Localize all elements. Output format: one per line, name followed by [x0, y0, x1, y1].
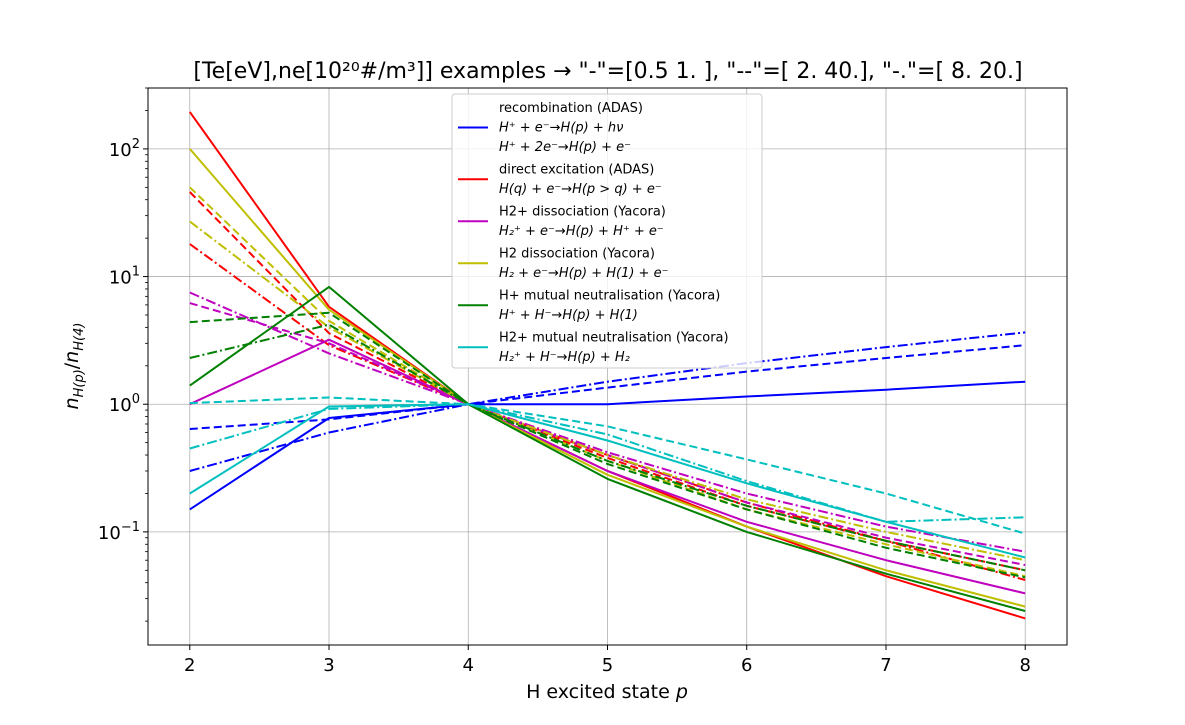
legend-label: H+ mutual neutralisation (Yacora) — [499, 289, 720, 304]
chart-title: [Te[eV],ne[10²⁰#/m³]] examples → "-"=[0.… — [193, 59, 1022, 84]
legend-box — [451, 93, 763, 369]
y-axis: 10−1 100 101 102 — [98, 87, 148, 622]
series-line-13 — [189, 285, 1026, 612]
series-line-16 — [189, 403, 1026, 559]
x-tick-label: 2 — [184, 655, 195, 676]
series-line-7 — [189, 338, 1026, 595]
series-line-15 — [189, 323, 1026, 572]
series-line-9 — [189, 291, 1026, 553]
y-tick-label: 102 — [109, 137, 140, 161]
x-axis: 2 3 4 5 6 7 8 — [184, 645, 1031, 676]
legend-label: H₂⁺ + H⁻→H(p) + H₂ — [499, 350, 630, 365]
x-tick-label: 4 — [463, 655, 474, 676]
legend-label: recombination (ADAS) — [499, 101, 643, 116]
legend-label: H⁺ + e⁻→H(p) + hν — [499, 121, 623, 136]
x-axis-label: H excited state p — [526, 681, 688, 703]
series-line-1 — [189, 380, 1026, 511]
legend-label: H⁺ + 2e⁻→H(p) + e⁻ — [499, 140, 631, 155]
x-tick-label: 7 — [880, 655, 891, 676]
x-tick-label: 8 — [1020, 655, 1031, 676]
x-tick-label: 6 — [741, 655, 752, 676]
x-tick-label: 5 — [602, 655, 613, 676]
series-line-17 — [189, 396, 1026, 535]
legend: recombination (ADAS) H⁺ + e⁻→H(p) + hν H⁺ … — [451, 93, 763, 369]
y-tick-label: 100 — [109, 392, 140, 416]
series-line-3 — [189, 331, 1026, 472]
legend-label: H₂⁺ + e⁻→H(p) + H⁺ + e⁻ — [499, 224, 664, 239]
legend-label: H2+ dissociation (Yacora) — [499, 205, 666, 220]
series-layer — [188, 111, 1026, 620]
legend-label: H2+ mutual neutralisation (Yacora) — [499, 331, 729, 346]
y-tick-label: 10−1 — [98, 520, 140, 544]
legend-label: H(q) + e⁻→H(p > q) + e⁻ — [499, 182, 662, 197]
legend-label: direct excitation (ADAS) — [499, 163, 654, 178]
legend-label: H⁺ + H⁻→H(p) + H(1) — [499, 308, 638, 323]
series-line-10 — [189, 148, 1026, 608]
series-line-14 — [189, 311, 1026, 579]
y-axis-label: nH(p)/nH(4) — [61, 323, 87, 410]
series-line-18 — [189, 403, 1026, 523]
y-tick-label: 101 — [109, 265, 140, 289]
x-tick-label: 3 — [323, 655, 334, 676]
legend-label: H2 dissociation (Yacora) — [499, 247, 655, 262]
legend-label: H₂ + e⁻→H(p) + H(1) + e⁻ — [499, 266, 668, 281]
series-line-2 — [189, 344, 1026, 430]
series-line-12 — [189, 220, 1026, 562]
